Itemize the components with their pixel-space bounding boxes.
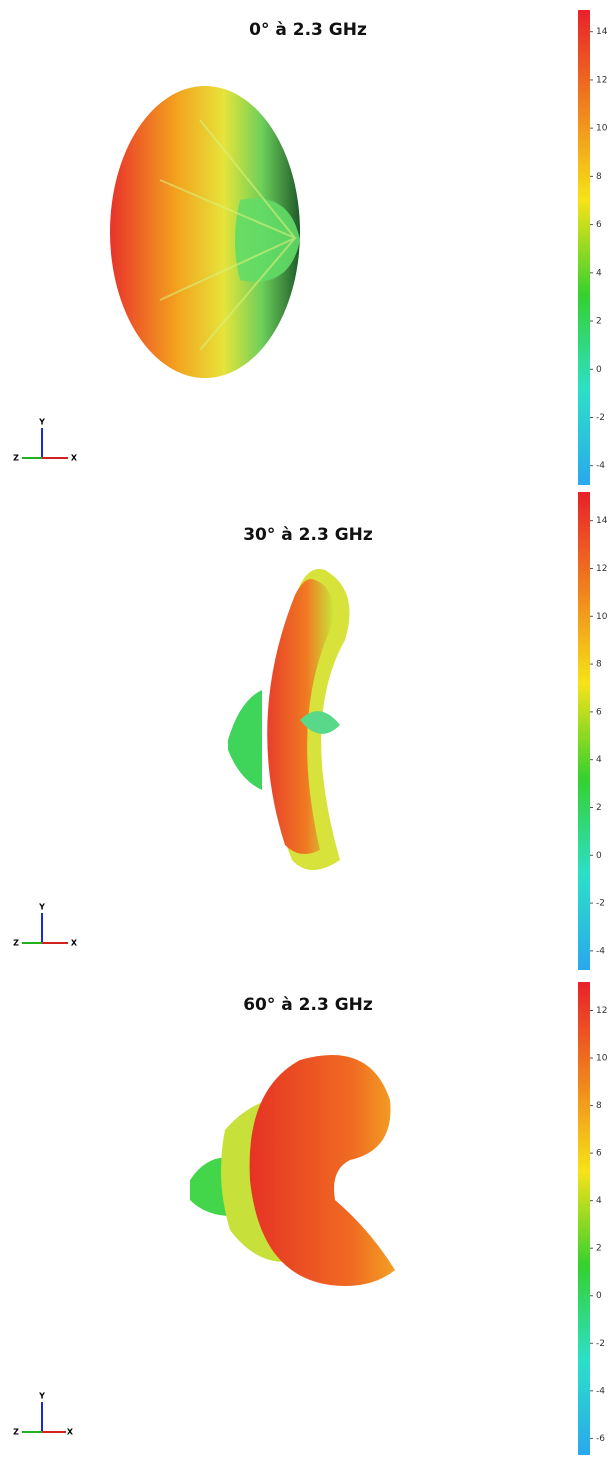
pattern-1 xyxy=(228,569,350,870)
axis-label: Y xyxy=(38,418,45,427)
colorbar-tick-label: 6 xyxy=(596,707,602,717)
axis-label: Z xyxy=(13,939,19,948)
colorbar-tick-label: -4 xyxy=(596,1386,605,1396)
axis-triad: Y Z X xyxy=(13,1392,74,1437)
axis-triad: Y Z X xyxy=(13,418,78,463)
colorbar-tick-label: 10 xyxy=(596,612,608,622)
colorbar-tick-label: 12 xyxy=(596,564,607,574)
axis-label: Z xyxy=(13,454,19,463)
axis-label: Z xyxy=(13,1428,19,1437)
axis-label: X xyxy=(71,939,78,948)
colorbar-tick-label: 0 xyxy=(596,851,602,861)
panel-title: 60° à 2.3 GHz xyxy=(243,995,373,1015)
colorbar-tick-label: 14 xyxy=(596,516,608,526)
colorbar-tick-label: -2 xyxy=(596,413,605,423)
colorbar-tick-label: 2 xyxy=(596,1244,602,1254)
axis-label: X xyxy=(71,454,78,463)
colorbar-tick-label: 4 xyxy=(596,755,602,765)
axis-label: Y xyxy=(38,903,45,912)
colorbar-tick-label: -4 xyxy=(596,946,605,956)
axis-triad: Y Z X xyxy=(13,903,78,948)
colorbar-tick-label: 6 xyxy=(596,1149,602,1159)
colorbar-tick-label: -2 xyxy=(596,1339,605,1349)
axis-label: X xyxy=(67,1428,74,1437)
colorbar-tick-label: 10 xyxy=(596,1054,608,1064)
panel-title: 0° à 2.3 GHz xyxy=(249,20,367,40)
colorbar xyxy=(578,10,590,485)
colorbar xyxy=(578,492,590,970)
colorbar-tick-label: 8 xyxy=(596,1101,602,1111)
axis-label: Y xyxy=(38,1392,45,1401)
colorbar-tick-label: 10 xyxy=(596,124,608,134)
colorbar-tick-label: 8 xyxy=(596,172,602,182)
colorbar-tick-label: -4 xyxy=(596,461,605,471)
colorbar-tick-label: -2 xyxy=(596,899,605,909)
colorbar-tick-label: 4 xyxy=(596,1196,602,1206)
colorbar-tick-label: 2 xyxy=(596,317,602,327)
panel-title: 30° à 2.3 GHz xyxy=(243,525,373,545)
colorbar-tick-label: 0 xyxy=(596,1291,602,1301)
colorbar-tick-label: 0 xyxy=(596,365,602,375)
pattern-2 xyxy=(190,1055,395,1286)
colorbar-tick-label: 8 xyxy=(596,660,602,670)
colorbar-tick-label: 4 xyxy=(596,268,602,278)
colorbar-tick-label: 14 xyxy=(596,27,608,37)
colorbar xyxy=(578,982,590,1455)
colorbar-tick-label: -6 xyxy=(596,1434,605,1444)
colorbar-tick-label: 6 xyxy=(596,220,602,230)
colorbar-tick-label: 12 xyxy=(596,1006,607,1016)
colorbar-tick-label: 2 xyxy=(596,803,602,813)
pattern-0 xyxy=(110,86,300,378)
colorbar-tick-label: 12 xyxy=(596,75,607,85)
